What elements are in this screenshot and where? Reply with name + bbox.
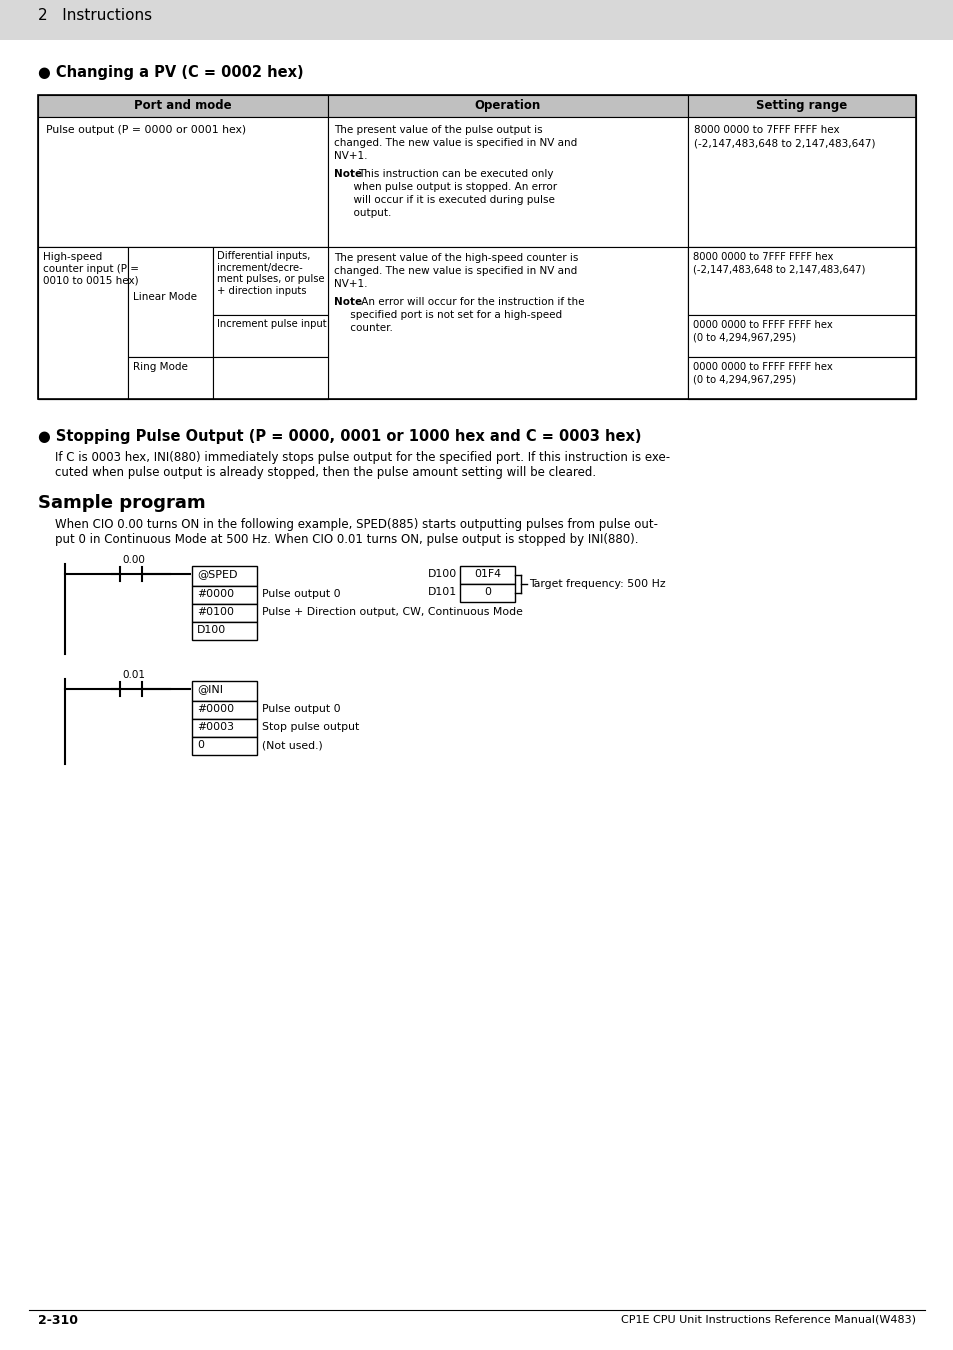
Bar: [0, 0, 953, 40]
Text: When CIO 0.00 turns ON in the following example, SPED(885) starts outputting pul: When CIO 0.00 turns ON in the following …: [55, 518, 658, 531]
Text: Operation: Operation: [475, 99, 540, 112]
Text: #0000: #0000: [196, 703, 233, 714]
Text: 8000 0000 to 7FFF FFFF hex: 8000 0000 to 7FFF FFFF hex: [693, 126, 839, 135]
Text: 0000 0000 to FFFF FFFF hex: 0000 0000 to FFFF FFFF hex: [692, 362, 832, 373]
Text: If C is 0003 hex, INI(880) immediately stops pulse output for the specified port: If C is 0003 hex, INI(880) immediately s…: [55, 451, 669, 464]
Text: when pulse output is stopped. An error: when pulse output is stopped. An error: [334, 182, 557, 192]
Bar: [459, 585, 515, 602]
Bar: [687, 356, 915, 400]
Text: #0000: #0000: [196, 589, 233, 599]
Text: Target frequency: 500 Hz: Target frequency: 500 Hz: [529, 579, 665, 589]
Text: ● Changing a PV (C = 0002 hex): ● Changing a PV (C = 0002 hex): [38, 65, 303, 80]
Bar: [687, 247, 915, 315]
Bar: [38, 247, 328, 400]
Bar: [38, 117, 328, 247]
Bar: [328, 95, 687, 117]
Text: D101: D101: [428, 587, 456, 597]
Text: High-speed
counter input (P =
0010 to 0015 hex): High-speed counter input (P = 0010 to 00…: [43, 252, 139, 285]
Text: changed. The new value is specified in NV and: changed. The new value is specified in N…: [334, 266, 577, 275]
Text: CP1E CPU Unit Instructions Reference Manual(W483): CP1E CPU Unit Instructions Reference Man…: [620, 1314, 915, 1324]
Text: An error will occur for the instruction if the: An error will occur for the instruction …: [357, 297, 584, 306]
Bar: [38, 95, 328, 117]
Text: Linear Mode: Linear Mode: [132, 292, 196, 302]
Text: #0100: #0100: [196, 608, 233, 617]
Bar: [38, 247, 128, 400]
Bar: [192, 622, 256, 640]
Bar: [192, 680, 256, 701]
Text: 01F4: 01F4: [474, 568, 500, 579]
Bar: [328, 117, 687, 247]
Text: The present value of the high-speed counter is: The present value of the high-speed coun…: [334, 252, 578, 263]
Text: #0003: #0003: [196, 722, 233, 732]
Text: (-2,147,483,648 to 2,147,483,647): (-2,147,483,648 to 2,147,483,647): [692, 265, 864, 275]
Bar: [687, 95, 915, 117]
Text: 8000 0000 to 7FFF FFFF hex: 8000 0000 to 7FFF FFFF hex: [692, 252, 833, 262]
Text: D100: D100: [196, 625, 226, 634]
Bar: [192, 737, 256, 755]
Text: counter.: counter.: [334, 323, 393, 333]
Text: @SPED: @SPED: [196, 568, 237, 579]
Bar: [192, 603, 256, 622]
Bar: [192, 701, 256, 720]
Text: specified port is not set for a high-speed: specified port is not set for a high-spe…: [334, 310, 561, 320]
Text: 0.00: 0.00: [122, 555, 145, 566]
Text: ● Stopping Pulse Output (P = 0000, 0001 or 1000 hex and C = 0003 hex): ● Stopping Pulse Output (P = 0000, 0001 …: [38, 429, 640, 444]
Text: (-2,147,483,648 to 2,147,483,647): (-2,147,483,648 to 2,147,483,647): [693, 138, 875, 148]
Text: Ring Mode: Ring Mode: [132, 362, 188, 373]
Bar: [192, 566, 256, 586]
Bar: [213, 315, 328, 356]
Text: @INI: @INI: [196, 684, 223, 694]
Text: Sample program: Sample program: [38, 494, 206, 512]
Text: D100: D100: [428, 568, 456, 579]
Bar: [192, 586, 256, 603]
Text: NV+1.: NV+1.: [334, 279, 367, 289]
Text: This instruction can be executed only: This instruction can be executed only: [357, 169, 553, 180]
Text: (0 to 4,294,967,295): (0 to 4,294,967,295): [692, 333, 795, 343]
Bar: [128, 356, 213, 400]
Bar: [687, 315, 915, 356]
Text: Increment pulse input: Increment pulse input: [216, 319, 326, 329]
Text: Stop pulse output: Stop pulse output: [262, 722, 359, 732]
Text: The present value of the pulse output is: The present value of the pulse output is: [334, 126, 542, 135]
Text: changed. The new value is specified in NV and: changed. The new value is specified in N…: [334, 138, 577, 148]
Text: 0: 0: [196, 740, 204, 751]
Text: Note: Note: [334, 169, 362, 180]
Text: Note: Note: [334, 297, 362, 306]
Text: 2   Instructions: 2 Instructions: [38, 8, 152, 23]
Text: 2-310: 2-310: [38, 1314, 78, 1327]
Text: Differential inputs,
increment/decre-
ment pulses, or pulse
+ direction inputs: Differential inputs, increment/decre- me…: [216, 251, 324, 296]
Bar: [213, 247, 328, 315]
Text: Pulse output (P = 0000 or 0001 hex): Pulse output (P = 0000 or 0001 hex): [46, 126, 246, 135]
Text: (Not used.): (Not used.): [262, 740, 322, 751]
Text: Pulse output 0: Pulse output 0: [262, 703, 340, 714]
Text: Setting range: Setting range: [756, 99, 846, 112]
Text: Pulse + Direction output, CW, Continuous Mode: Pulse + Direction output, CW, Continuous…: [262, 608, 522, 617]
Text: 0: 0: [483, 587, 491, 597]
Text: output.: output.: [334, 208, 391, 217]
Text: 0.01: 0.01: [122, 670, 145, 680]
Bar: [213, 356, 328, 400]
Text: put 0 in Continuous Mode at 500 Hz. When CIO 0.01 turns ON, pulse output is stop: put 0 in Continuous Mode at 500 Hz. When…: [55, 533, 638, 545]
Bar: [687, 117, 915, 247]
Bar: [328, 247, 687, 400]
Bar: [38, 95, 915, 400]
Text: will occur if it is executed during pulse: will occur if it is executed during puls…: [334, 194, 555, 205]
Bar: [192, 720, 256, 737]
Bar: [459, 566, 515, 585]
Bar: [687, 247, 915, 400]
Text: 0000 0000 to FFFF FFFF hex: 0000 0000 to FFFF FFFF hex: [692, 320, 832, 329]
Bar: [128, 247, 213, 356]
Text: Pulse output 0: Pulse output 0: [262, 589, 340, 599]
Text: (0 to 4,294,967,295): (0 to 4,294,967,295): [692, 375, 795, 385]
Text: Port and mode: Port and mode: [134, 99, 232, 112]
Text: NV+1.: NV+1.: [334, 151, 367, 161]
Text: cuted when pulse output is already stopped, then the pulse amount setting will b: cuted when pulse output is already stopp…: [55, 466, 596, 479]
